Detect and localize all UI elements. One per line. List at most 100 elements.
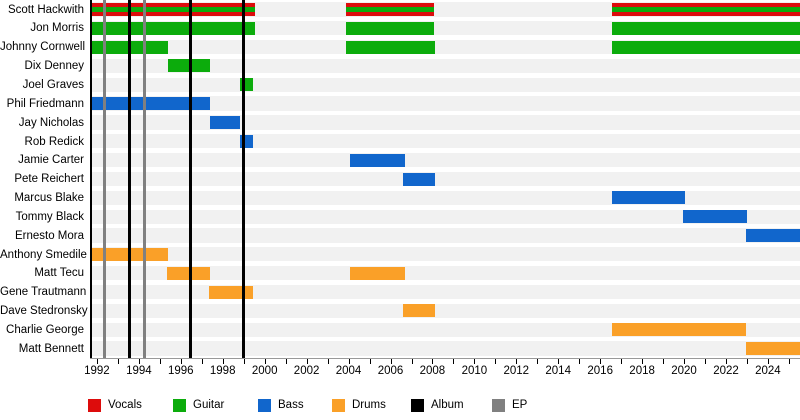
row-track bbox=[90, 228, 800, 243]
axis-tick bbox=[474, 359, 476, 364]
legend-item-album: Album bbox=[411, 399, 491, 413]
row-track bbox=[90, 266, 800, 281]
legend-label: Drums bbox=[352, 399, 386, 411]
timeline-bar bbox=[403, 172, 435, 186]
axis-tick bbox=[642, 359, 644, 364]
axis-tick bbox=[285, 359, 287, 364]
timeline-bar bbox=[611, 21, 800, 35]
member-label: Phil Friedmann bbox=[6, 97, 84, 110]
timeline-bar bbox=[168, 59, 211, 73]
axis-tick-label: 2006 bbox=[377, 365, 404, 377]
row-track bbox=[90, 190, 800, 205]
legend-label: Guitar bbox=[193, 399, 225, 411]
timeline-bar bbox=[611, 323, 746, 337]
legend-label: Vocals bbox=[108, 399, 142, 411]
secondary-role-stripe bbox=[346, 6, 435, 12]
axis-tick-label: 2008 bbox=[419, 365, 446, 377]
member-label: Charlie George bbox=[6, 323, 84, 336]
axis-tick-label: 2004 bbox=[335, 365, 362, 377]
ep-line bbox=[103, 0, 107, 358]
member-label: Matt Bennett bbox=[18, 342, 84, 355]
axis-tick-label: 2018 bbox=[629, 365, 655, 377]
legend-item-ep: EP bbox=[492, 399, 572, 413]
legend-swatch bbox=[411, 399, 424, 412]
axis-tick bbox=[432, 359, 434, 364]
timeline-bar bbox=[90, 21, 256, 35]
member-label: Ernesto Mora bbox=[14, 229, 84, 242]
axis-tick bbox=[558, 359, 560, 364]
legend-label: Album bbox=[431, 399, 464, 411]
axis-tick-label: 2016 bbox=[587, 365, 613, 377]
axis-tick bbox=[684, 359, 685, 364]
legend-label: Bass bbox=[278, 399, 304, 411]
axis-tick bbox=[537, 359, 539, 364]
timeline-bar bbox=[611, 40, 800, 54]
member-label: Pete Reichert bbox=[14, 173, 84, 186]
row-track bbox=[90, 58, 800, 74]
axis-tick bbox=[264, 359, 266, 364]
axis-tick bbox=[411, 359, 413, 364]
member-label: Marcus Blake bbox=[14, 192, 84, 204]
axis-baseline bbox=[90, 358, 800, 359]
timeline-bar bbox=[611, 2, 800, 16]
row-track bbox=[90, 303, 800, 319]
member-label: Jon Morris bbox=[30, 22, 84, 35]
legend-swatch bbox=[88, 399, 101, 412]
row-track bbox=[90, 341, 800, 356]
legend-item-bass: Bass bbox=[258, 399, 338, 413]
axis-tick-label: 1996 bbox=[168, 365, 194, 377]
legend-item-vocals: Vocals bbox=[88, 399, 168, 413]
axis-tick-label: 2012 bbox=[503, 365, 530, 377]
axis-tick bbox=[369, 359, 371, 364]
row-track bbox=[90, 284, 800, 300]
row-track bbox=[90, 247, 800, 262]
row-track bbox=[90, 96, 800, 111]
timeline-bar bbox=[210, 116, 240, 129]
timeline-bar bbox=[745, 342, 800, 356]
timeline-bar bbox=[349, 153, 406, 167]
album-line bbox=[128, 0, 132, 358]
timeline-bar bbox=[346, 2, 435, 16]
legend-swatch bbox=[258, 399, 271, 412]
axis-tick bbox=[453, 359, 455, 364]
timeline-bar bbox=[90, 97, 211, 111]
member-label: Rob Redick bbox=[24, 135, 84, 148]
axis-tick bbox=[579, 359, 581, 364]
timeline-bar bbox=[346, 40, 436, 54]
axis-tick bbox=[726, 359, 727, 364]
plot-area: Scott Hackwith Jon Morris Johnny Cornwell D… bbox=[0, 0, 800, 358]
axis-tick bbox=[600, 359, 602, 364]
row-track bbox=[90, 134, 800, 149]
member-label: Tommy Black bbox=[15, 210, 84, 223]
row-track bbox=[90, 77, 800, 92]
axis-tick bbox=[746, 359, 748, 364]
timeline-bar bbox=[209, 285, 254, 299]
row-track bbox=[90, 171, 800, 187]
axis-tick-label: 2014 bbox=[545, 365, 571, 377]
timeline-bar bbox=[90, 2, 256, 16]
legend-item-drums: Drums bbox=[332, 399, 412, 413]
member-label: Matt Tecu bbox=[34, 267, 84, 280]
axis-tick bbox=[327, 359, 329, 364]
axis-tick-label: 2020 bbox=[671, 365, 697, 377]
axis-tick bbox=[243, 359, 245, 364]
axis-tick bbox=[96, 359, 98, 364]
axis-tick bbox=[621, 359, 623, 364]
member-label: Dave Stedronsky bbox=[0, 305, 88, 318]
axis-tick-label: 2002 bbox=[293, 365, 320, 377]
member-label: Joel Graves bbox=[22, 79, 84, 91]
member-label: Jamie Carter bbox=[18, 154, 84, 167]
axis-tick-label: 2024 bbox=[755, 365, 781, 377]
album-line bbox=[242, 0, 245, 358]
legend-swatch bbox=[492, 399, 505, 412]
member-label: Scott Hackwith bbox=[7, 3, 84, 16]
legend-item-guitar: Guitar bbox=[173, 399, 253, 413]
ep-line bbox=[143, 0, 146, 358]
axis-tick bbox=[495, 359, 497, 364]
timeline-bar bbox=[745, 229, 800, 242]
row-track bbox=[90, 209, 800, 224]
axis-tick bbox=[138, 359, 140, 364]
axis-tick bbox=[180, 359, 182, 364]
album-line bbox=[189, 0, 193, 358]
axis-tick-label: 1994 bbox=[126, 365, 152, 377]
